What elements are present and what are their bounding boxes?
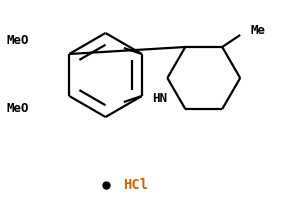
Text: Me: Me [250,23,265,37]
Text: MeO: MeO [6,101,29,115]
Text: HN: HN [152,92,167,105]
Text: HCl: HCl [123,178,149,192]
Text: MeO: MeO [6,35,29,48]
